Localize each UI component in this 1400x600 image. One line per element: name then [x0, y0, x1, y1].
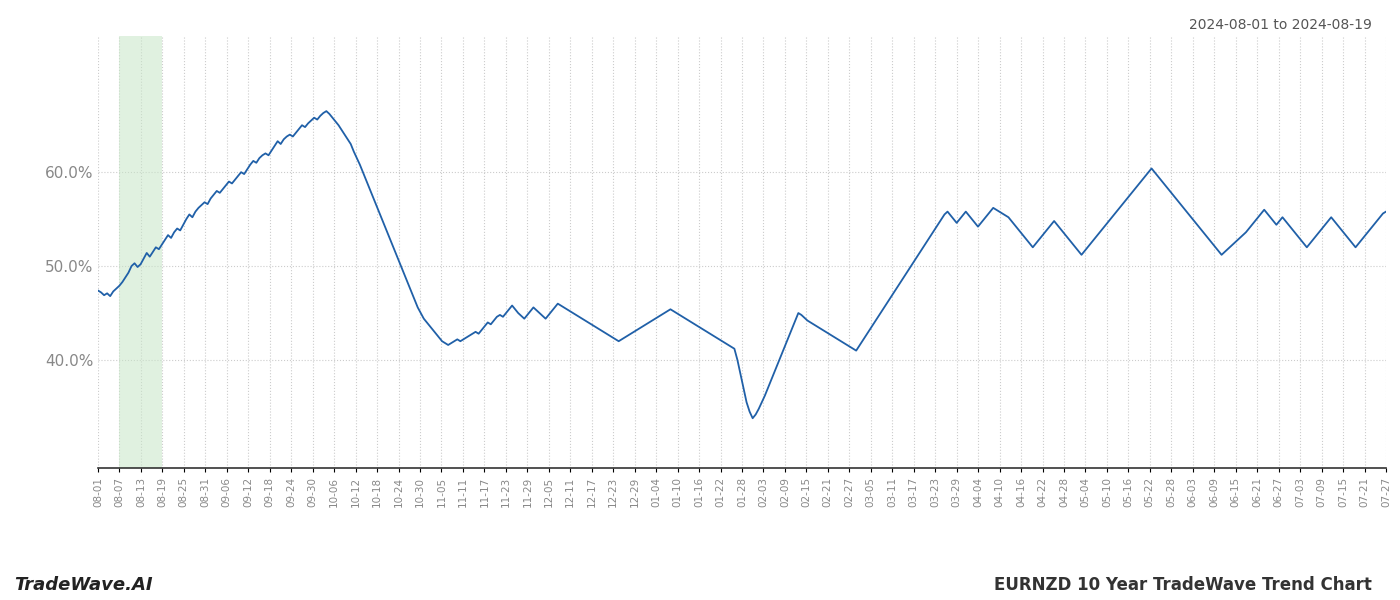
Bar: [119, 36, 162, 468]
Text: TradeWave.AI: TradeWave.AI: [14, 576, 153, 594]
Text: 2024-08-01 to 2024-08-19: 2024-08-01 to 2024-08-19: [1189, 18, 1372, 32]
Text: EURNZD 10 Year TradeWave Trend Chart: EURNZD 10 Year TradeWave Trend Chart: [994, 576, 1372, 594]
